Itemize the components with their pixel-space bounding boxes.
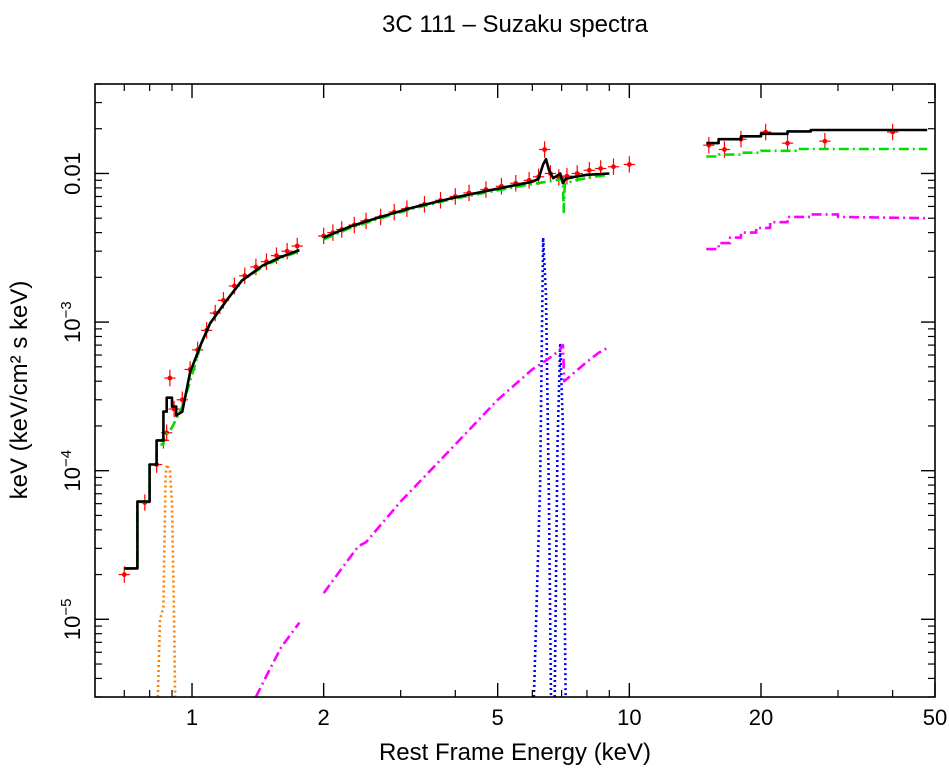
y-tick-base: 10 [60,616,85,640]
data-point [781,134,794,152]
x-tick-label: 5 [492,705,504,730]
data-point-marker [626,162,632,167]
total-model-segment [706,128,928,145]
y-tick-label: 10−5 [58,599,85,641]
series-layer [118,123,928,697]
y-tick-label: 10−3 [58,301,85,343]
data-point-marker [284,248,290,254]
reflection-component-segment [254,621,301,697]
x-axis-label: Rest Frame Energy (keV) [379,739,651,766]
continuum-component-segment [706,147,928,158]
y-tick-label: 10−4 [58,450,85,492]
series-soft-line-component [156,463,177,697]
data-point-marker [586,167,592,173]
line-component-segment [532,236,553,697]
x-tick-label: 50 [923,705,947,730]
soft-line-component-segment [156,463,177,697]
data-point-marker [611,164,616,170]
data-point-marker [121,572,127,577]
series-data-points [118,123,899,583]
x-tick-label: 10 [617,705,641,730]
x-tick-label: 1 [186,705,198,730]
data-point [623,156,635,173]
series-line-component [532,236,567,697]
data-point-marker [822,138,828,144]
data-point [538,141,551,158]
y-axis-label: keV (keV/cm² s keV) [6,281,33,500]
series-total-model [124,128,928,570]
y-tick-exponent: −5 [58,599,75,616]
data-point-marker [274,253,279,259]
data-point [718,141,731,158]
data-point-marker [722,147,727,152]
x-tick-label: 20 [749,705,773,730]
data-point [887,123,899,141]
chart-title: 3C 111 – Suzaku spectra [382,11,649,38]
data-point [209,304,221,322]
y-tick-exponent: −4 [58,450,75,467]
reflection-component-segment [706,213,928,251]
y-tick-exponent: −3 [58,301,75,318]
continuum-component-segment [323,173,610,241]
data-point [118,566,130,583]
y-tick-base: 10 [60,318,85,342]
data-point-marker [785,140,790,146]
y-tick-base: 10 [60,467,85,491]
data-point-marker [542,147,547,152]
data-point [760,123,772,141]
data-point-marker [574,171,580,176]
line-component-segment [553,343,567,697]
data-point-marker [167,375,173,381]
y-tick-label: 0.01 [60,152,85,195]
data-point [164,369,176,387]
reflection-component-segment [322,343,610,594]
data-point-marker [598,166,604,171]
x-tick-label: 2 [318,705,330,730]
series-continuum-component [124,147,928,570]
plot-frame [94,83,936,698]
total-model-segment [323,157,610,239]
data-point [703,136,715,154]
series-reflection-component [254,213,928,697]
data-point [281,242,293,260]
continuum-component-segment [124,249,300,570]
data-point [607,158,620,175]
data-point [819,132,831,150]
total-model-segment [124,248,300,570]
data-point-marker [294,243,300,249]
